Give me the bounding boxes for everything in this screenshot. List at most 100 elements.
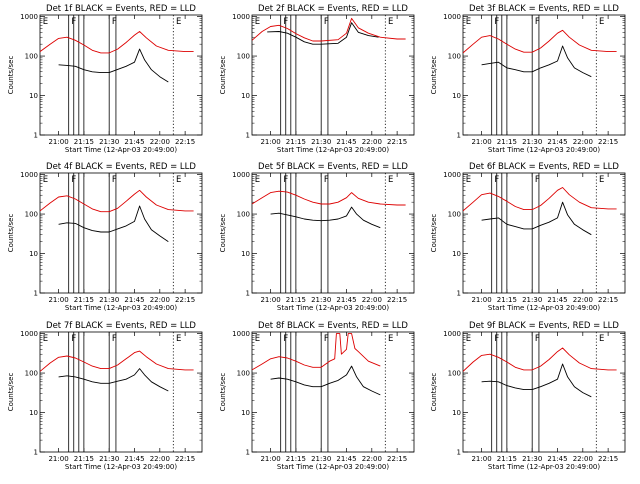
y-tick-label: 10	[29, 250, 38, 258]
detector-panel-2: Det 2f BLACK = Events, RED = LLD 1 10 100 10…	[219, 4, 415, 154]
x-tick-label: 22:15	[175, 138, 195, 146]
y-tick-label: 1000	[20, 171, 38, 179]
panel-title: Det 6f BLACK = Events, RED = LLD	[469, 162, 619, 172]
y-tick-label: 1	[246, 290, 250, 298]
y-axis-label: Counts/sec	[219, 56, 227, 95]
y-tick-label: 100	[237, 211, 250, 219]
interval-marker-e: E	[466, 17, 471, 27]
x-tick-label: 22:00	[573, 138, 593, 146]
x-tick-label: 22:15	[387, 296, 407, 304]
x-axis-label: Start Time (12-Apr-03 20:49:00)	[277, 146, 389, 154]
series-line-events	[267, 22, 379, 45]
interval-marker-f: F	[112, 17, 117, 27]
x-axis-label: Start Time (12-Apr-03 20:49:00)	[277, 463, 389, 471]
series-group	[40, 350, 194, 392]
interval-marker-f: F	[112, 334, 117, 344]
y-tick-label: 10	[452, 409, 461, 417]
series-line-events	[270, 365, 381, 396]
plot-frame	[251, 172, 415, 294]
x-tick-label: 21:30	[99, 455, 119, 463]
x-tick-label: 22:00	[150, 455, 170, 463]
y-tick-label: 1000	[232, 171, 250, 179]
panel-title: Det 5f BLACK = Events, RED = LLD	[258, 162, 408, 172]
x-tick-label: 21:00	[471, 296, 491, 304]
x-tick-label: 22:15	[175, 296, 195, 304]
y-tick-label: 100	[448, 211, 461, 219]
interval-marker-f: F	[535, 17, 540, 27]
interval-marker-e: E	[43, 334, 48, 344]
y-axis-label: Counts/sec	[430, 373, 438, 412]
y-tick-label: 10	[29, 409, 38, 417]
y-tick-label: 1000	[20, 13, 38, 21]
x-tick-label: 21:45	[336, 138, 356, 146]
interval-marker-e: E	[176, 17, 181, 27]
y-tick-label: 10	[241, 409, 250, 417]
x-tick-label: 22:00	[573, 455, 593, 463]
interval-marker-e: E	[388, 175, 393, 185]
y-tick-label: 100	[25, 370, 38, 378]
series-group	[463, 347, 617, 398]
x-tick-label: 21:00	[260, 296, 280, 304]
plot-frame	[462, 331, 626, 453]
x-axis-label: Start Time (12-Apr-03 20:49:00)	[65, 304, 177, 312]
y-tick-label: 100	[25, 53, 38, 61]
interval-marker-f: F	[283, 175, 288, 185]
y-tick-label: 10	[452, 250, 461, 258]
x-tick-label: 22:15	[598, 138, 618, 146]
series-line-events	[58, 205, 169, 242]
x-tick-label: 22:00	[573, 296, 593, 304]
x-tick-label: 22:15	[598, 296, 618, 304]
x-tick-label: 21:30	[99, 138, 119, 146]
x-tick-label: 22:00	[362, 296, 382, 304]
y-tick-label: 1000	[232, 13, 250, 21]
x-tick-label: 22:15	[598, 455, 618, 463]
interval-marker-e: E	[43, 17, 48, 27]
plot-frame	[462, 172, 626, 294]
panel-title: Det 7f BLACK = Events, RED = LLD	[46, 321, 196, 331]
x-tick-label: 21:45	[336, 296, 356, 304]
x-tick-label: 21:45	[124, 296, 144, 304]
panel-title: Det 4f BLACK = Events, RED = LLD	[46, 162, 196, 172]
interval-marker-f: F	[535, 175, 540, 185]
panel-title: Det 1f BLACK = Events, RED = LLD	[46, 4, 196, 14]
interval-marker-f: F	[324, 17, 329, 27]
interval-marker-e: E	[599, 175, 604, 185]
interval-marker-e: E	[176, 175, 181, 185]
x-tick-label: 21:15	[497, 455, 517, 463]
y-tick-label: 100	[25, 211, 38, 219]
x-tick-label: 21:45	[124, 138, 144, 146]
interval-marker-f: F	[71, 334, 76, 344]
series-line-events	[58, 368, 169, 392]
interval-marker-e: E	[255, 17, 260, 27]
x-axis-label: Start Time (12-Apr-03 20:49:00)	[488, 304, 600, 312]
y-tick-label: 1000	[443, 13, 461, 21]
interval-marker-f: F	[494, 17, 499, 27]
series-group	[463, 29, 617, 78]
interval-marker-f: F	[71, 17, 76, 27]
series-line-lld	[463, 29, 617, 54]
x-tick-label: 21:30	[311, 138, 331, 146]
y-tick-label: 1	[34, 449, 38, 457]
series-group	[463, 187, 617, 236]
y-axis-label: Counts/sec	[7, 373, 15, 412]
interval-marker-e: E	[43, 175, 48, 185]
x-tick-label: 21:00	[48, 296, 68, 304]
x-tick-label: 21:15	[497, 138, 517, 146]
x-tick-label: 22:00	[150, 138, 170, 146]
interval-marker-e: E	[599, 17, 604, 27]
interval-marker-e: E	[599, 334, 604, 344]
interval-marker-e: E	[176, 334, 181, 344]
interval-marker-f: F	[283, 334, 288, 344]
plot-frame	[39, 331, 203, 453]
x-tick-label: 21:45	[547, 455, 567, 463]
y-tick-label: 1000	[443, 330, 461, 338]
plot-frame	[39, 14, 203, 136]
y-tick-label: 100	[237, 53, 250, 61]
y-tick-label: 1	[246, 449, 250, 457]
y-tick-label: 1	[34, 132, 38, 140]
interval-marker-f: F	[535, 334, 540, 344]
interval-marker-e: E	[466, 175, 471, 185]
panel-title: Det 9f BLACK = Events, RED = LLD	[469, 321, 619, 331]
y-axis-label: Counts/sec	[430, 56, 438, 95]
